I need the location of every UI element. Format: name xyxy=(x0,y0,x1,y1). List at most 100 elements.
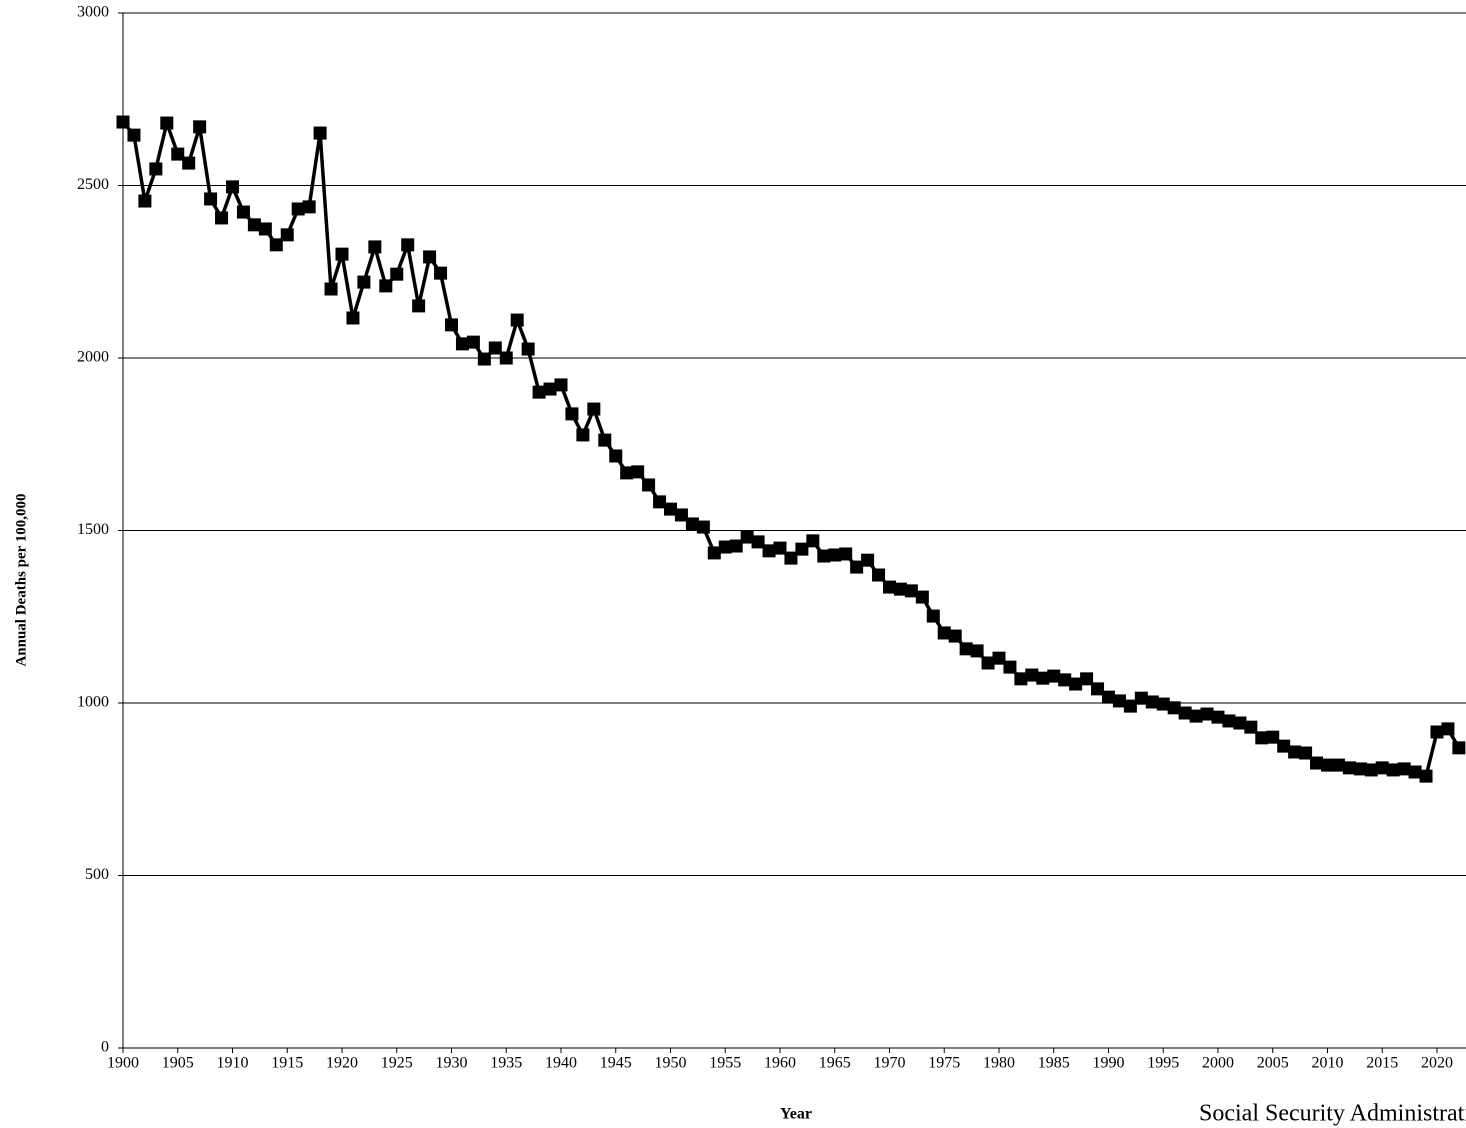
x-tick-label: 1935 xyxy=(490,1055,522,1072)
x-tick-label: 1930 xyxy=(435,1055,467,1072)
data-point xyxy=(992,651,1006,665)
x-tick-label: 1910 xyxy=(216,1055,248,1072)
data-point xyxy=(499,351,513,365)
data-point xyxy=(379,279,393,293)
data-point xyxy=(1277,739,1291,753)
data-point xyxy=(1233,716,1247,730)
x-tick-label: 2010 xyxy=(1311,1055,1343,1072)
data-point xyxy=(1375,761,1389,775)
data-point xyxy=(1069,677,1083,691)
data-point xyxy=(510,313,524,327)
data-point xyxy=(1320,758,1334,772)
x-tick-label: 1985 xyxy=(1038,1055,1070,1072)
data-point xyxy=(893,582,907,596)
y-tick-label: 3000 xyxy=(77,4,109,21)
data-point xyxy=(1003,660,1017,674)
x-tick-label: 1950 xyxy=(654,1055,686,1072)
data-point xyxy=(1091,682,1105,696)
data-point xyxy=(1452,741,1466,755)
x-tick-label: 1905 xyxy=(162,1055,194,1072)
data-point xyxy=(904,584,918,598)
data-point xyxy=(423,250,437,264)
data-point xyxy=(225,180,239,194)
data-point xyxy=(182,156,196,170)
data-point xyxy=(1080,672,1094,686)
data-point xyxy=(970,644,984,658)
data-point xyxy=(532,385,546,399)
x-tick-label: 1925 xyxy=(381,1055,413,1072)
data-point xyxy=(685,517,699,531)
data-point xyxy=(1408,765,1422,779)
data-point xyxy=(412,299,426,313)
y-tick-label: 1500 xyxy=(77,521,109,538)
x-tick-label: 1940 xyxy=(545,1055,577,1072)
data-point xyxy=(740,530,754,544)
data-point xyxy=(313,126,327,140)
data-point xyxy=(850,560,864,574)
x-tick-label: 1900 xyxy=(107,1055,139,1072)
data-point xyxy=(576,428,590,442)
data-point xyxy=(1134,691,1148,705)
data-point xyxy=(116,115,130,129)
data-point xyxy=(1211,710,1225,724)
x-tick-label: 1970 xyxy=(873,1055,905,1072)
data-point xyxy=(751,535,765,549)
data-point xyxy=(1266,730,1280,744)
data-point xyxy=(696,520,710,534)
data-point xyxy=(762,544,776,558)
data-point xyxy=(1178,706,1192,720)
data-point xyxy=(598,433,612,447)
data-point xyxy=(773,541,787,555)
data-point xyxy=(1430,725,1444,739)
y-tick-label: 2000 xyxy=(77,349,109,366)
data-point xyxy=(948,629,962,643)
data-point xyxy=(258,222,272,236)
data-point xyxy=(368,240,382,254)
x-tick-label: 1980 xyxy=(983,1055,1015,1072)
data-point xyxy=(1353,762,1367,776)
data-point xyxy=(302,200,316,214)
data-point xyxy=(729,539,743,553)
data-point xyxy=(160,116,174,130)
data-point xyxy=(1025,668,1039,682)
data-point xyxy=(1419,769,1433,783)
data-point xyxy=(1331,758,1345,772)
data-point xyxy=(839,547,853,561)
data-point xyxy=(1364,763,1378,777)
data-point xyxy=(1255,731,1269,745)
data-point xyxy=(138,194,152,208)
data-line xyxy=(121,120,1461,778)
data-point xyxy=(193,120,207,134)
data-point xyxy=(291,202,305,216)
data-point xyxy=(937,626,951,640)
data-point xyxy=(981,656,995,670)
data-point xyxy=(1200,707,1214,721)
data-point xyxy=(1156,697,1170,711)
data-point xyxy=(444,318,458,332)
data-point xyxy=(806,534,820,548)
data-point xyxy=(149,162,163,176)
data-point xyxy=(247,218,261,232)
data-point xyxy=(1014,672,1028,686)
data-point xyxy=(653,495,667,509)
data-point xyxy=(1288,745,1302,759)
data-point xyxy=(663,502,677,516)
data-point xyxy=(434,266,448,280)
x-tick-label: 1945 xyxy=(600,1055,632,1072)
data-point xyxy=(707,546,721,560)
data-point xyxy=(215,211,229,225)
data-point xyxy=(521,342,535,356)
data-point xyxy=(915,590,929,604)
y-tick-label: 500 xyxy=(85,866,109,883)
data-point xyxy=(926,609,940,623)
y-tick-label: 1000 xyxy=(77,694,109,711)
data-point xyxy=(609,449,623,463)
data-point xyxy=(543,382,557,396)
data-point xyxy=(1058,673,1072,687)
data-point xyxy=(171,147,185,161)
data-point xyxy=(959,642,973,656)
data-point xyxy=(1441,722,1455,736)
data-point xyxy=(784,551,798,565)
data-point xyxy=(280,228,294,242)
